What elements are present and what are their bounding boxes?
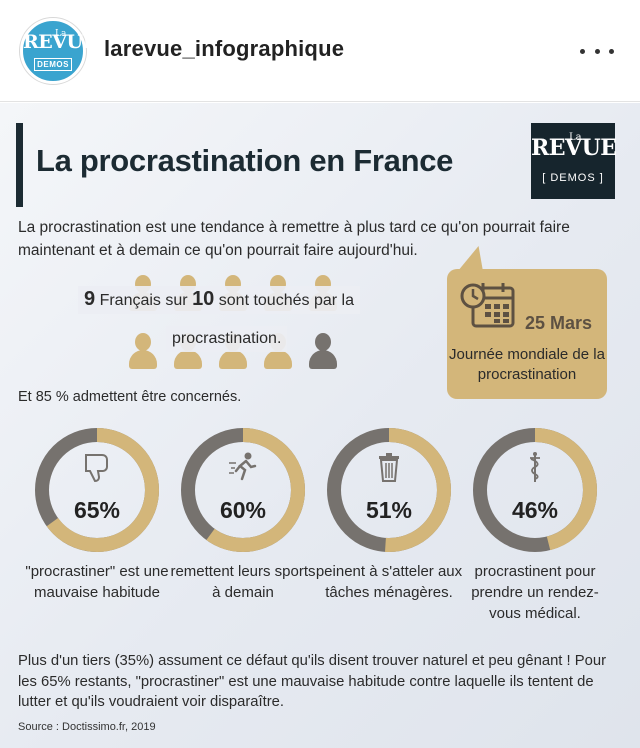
calendar-clock-icon	[460, 283, 515, 328]
avatar-la-text: La	[55, 29, 67, 39]
stat-num-10: 10	[192, 288, 215, 310]
donut-chart: 51%	[324, 425, 454, 555]
caduceus-icon	[530, 452, 540, 482]
date-label: Journée mondiale de la procrastination	[449, 346, 605, 383]
summary-text: Plus d'un tiers (35%) assument ce défaut…	[18, 653, 606, 710]
admit-text: Et 85 % admettent être concernés.	[18, 389, 242, 405]
trash-icon	[379, 453, 399, 482]
avatar-revue-text: REVUE	[23, 31, 97, 53]
donut-percent: 65%	[73, 497, 121, 523]
revue-demos-logo: La REVUE [ DEMOS ]	[531, 123, 617, 199]
logo-revue-text: REVUE	[531, 135, 617, 161]
donut-chart: 65%	[32, 425, 162, 555]
donut-chart: 46%	[470, 425, 600, 555]
logo-demos-text: [ DEMOS ]	[542, 172, 604, 184]
stat-line-2: procrastination.	[166, 326, 288, 352]
infographic: La procrastination en France La REVUE [ …	[0, 103, 640, 748]
person-icon	[128, 333, 158, 369]
stat-text-1: Français sur	[99, 292, 188, 309]
stat-num-9: 9	[84, 288, 96, 310]
thumbs-down-icon	[85, 454, 108, 483]
donut-percent: 60%	[219, 497, 267, 523]
donut-caption: procrastinent pour prendre un rendez-vou…	[471, 563, 599, 622]
donut-percent: 46%	[511, 497, 559, 523]
stat-line: 9 Français sur 10 sont touchés par la	[78, 286, 360, 314]
username-link[interactable]: larevue_infographique	[104, 36, 345, 61]
intro-text: La procrastination est une tendance à re…	[18, 219, 570, 259]
donut-caption: peinent à s'atteler aux tâches ménagères…	[315, 563, 463, 601]
avatar[interactable]: La REVUE DEMOS	[20, 18, 97, 84]
date-text: 25 Mars	[525, 313, 593, 333]
logo-la-text: La	[569, 132, 582, 143]
more-options-icon[interactable]	[580, 36, 614, 66]
infographic-title: La procrastination en France	[36, 143, 454, 178]
donut-caption: remettent leurs sports à demain	[170, 563, 316, 601]
donut-caption: "procrastiner" est une mauvaise habitude	[25, 563, 169, 601]
avatar-demos-text: DEMOS	[34, 58, 72, 71]
donut-chart: 60%	[178, 425, 308, 555]
title-accent-bar	[16, 123, 23, 207]
post-header: La REVUE DEMOS larevue_infographique	[0, 0, 640, 102]
source-text: Source : Doctissimo.fr, 2019	[18, 721, 156, 733]
stat-text-2: sont touchés par la	[218, 292, 354, 309]
donut-percent: 51%	[365, 497, 413, 523]
person-unaffected-icon	[308, 333, 338, 369]
running-icon	[229, 452, 257, 481]
